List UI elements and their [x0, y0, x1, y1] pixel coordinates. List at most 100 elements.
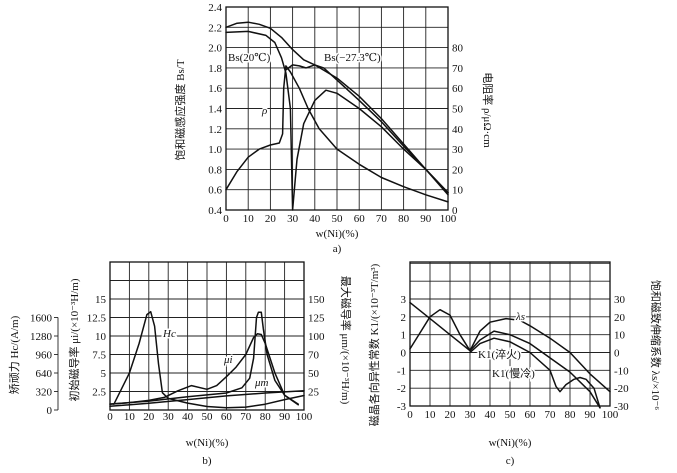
y-tick-label: 0.4	[208, 205, 222, 217]
y2-tick-label: 30	[452, 144, 464, 156]
x-tick-label: 90	[585, 409, 597, 421]
plot-frame	[109, 261, 305, 411]
chart-b-caption: b)	[202, 455, 212, 467]
chart-c-ylabel: 磁晶各向异性常数 K1/(×10⁻³T/m³)	[367, 263, 381, 426]
y-tick-label: -1	[397, 365, 406, 377]
y2-tick-label: 0	[452, 205, 458, 217]
label-bs-minus27c: Bs(−27.3℃)	[324, 52, 381, 64]
y2-tick-label: 20	[452, 164, 464, 176]
y3-tick-label: 1600	[30, 313, 53, 325]
series-line-λs	[409, 301, 611, 393]
y3-tick-label: 320	[36, 387, 53, 399]
y-tick-label: 2.5	[92, 387, 106, 399]
y-tick-label: 0	[401, 348, 407, 360]
x-tick-label: 40	[309, 213, 321, 225]
x-tick-label: 20	[265, 213, 277, 225]
chart-b-permeability-coercivity: 0 10 20 30 40 50 60 70 80 90 100 2.5 5 7.5 10 12.5 15 25 5…	[30, 261, 325, 423]
x-tick-label: 20	[143, 411, 155, 423]
y2-tick-label: 30	[614, 294, 626, 306]
label-bs-20c: Bs(20℃)	[228, 52, 271, 64]
series-line-Bs-20-	[225, 30, 449, 211]
series-line-μm	[109, 311, 299, 405]
series-line-ρ	[225, 65, 449, 203]
y3-tick-label: 640	[36, 368, 53, 380]
series-line-K1-	[409, 308, 601, 409]
y-tick-label: 12.5	[87, 313, 107, 325]
y-tick-label: 2.4	[208, 2, 222, 14]
y2-tick-label: 70	[308, 350, 320, 362]
x-tick-label: 80	[260, 411, 272, 423]
series-line-Hc	[113, 310, 305, 409]
y2-tick-label: 40	[452, 124, 464, 136]
x-tick-label: 70	[376, 213, 388, 225]
x-tick-label: 50	[332, 213, 344, 225]
y2-tick-label: 70	[452, 63, 464, 75]
x-tick-label: 10	[124, 411, 136, 423]
y-tick-label: -3	[397, 401, 407, 413]
y2-tick-label: 80	[452, 43, 464, 55]
x-tick-label: 60	[221, 411, 233, 423]
x-tick-label: 50	[505, 409, 517, 421]
y2-tick-label: 10	[614, 330, 626, 342]
y-tick-label: 1	[401, 330, 407, 342]
y-tick-label: 1.6	[208, 83, 222, 95]
x-tick-label: 0	[107, 411, 113, 423]
chart-a-y2label: 电阻率 ρ/μΩ·cm	[481, 72, 495, 148]
x-tick-label: 60	[354, 213, 366, 225]
y-tick-label: 1.4	[208, 104, 222, 116]
x-tick-label: 30	[287, 213, 299, 225]
y-tick-label: 1.2	[208, 124, 222, 136]
y2-tick-label: 50	[452, 104, 464, 116]
y2-tick-label: 150	[308, 294, 325, 306]
y-tick-label: 1.0	[208, 144, 222, 156]
y2-tick-label: 20	[614, 312, 626, 324]
y3-tick-label: 0	[47, 405, 53, 417]
y-tick-label: 1.8	[208, 63, 222, 75]
chart-a-ylabel: 饱和磁感应强度 Bs/T	[173, 59, 187, 160]
y2-tick-label: 10	[452, 185, 464, 197]
chart-b-ylabel: 初始磁导率 μi/(×10⁻³H/m)	[67, 278, 81, 401]
chart-a-caption: a)	[333, 243, 342, 255]
series-line-Bs-27-3-	[225, 21, 449, 196]
chart-c-anisotropy-magnetostriction: 0 10 20 30 40 50 60 70 80 90 100-3-2-10123-30-20-1…	[397, 261, 629, 421]
x-tick-label: 70	[240, 411, 252, 423]
y2-tick-label: 100	[308, 331, 325, 343]
chart-a-bs-resistivity: 0 10 20 30 40 50 60 70 80 90 1000.40.60.81.01.21.4…	[208, 2, 463, 225]
plot-frame	[225, 6, 449, 211]
y3-tick-label: 1280	[30, 331, 53, 343]
x-tick-label: 100	[602, 409, 619, 421]
chart-b-y3label: 矫顽力 Hc/(A/m)	[8, 315, 21, 394]
x-tick-label: 90	[279, 411, 291, 423]
label-mu-i: μi	[223, 354, 233, 366]
chart-b-y2label: 最大磁导率 μm/(×10⁻³H/m)	[339, 276, 353, 405]
y3-tick-label: 960	[36, 350, 53, 362]
chart-c-xlabel: w(Ni)(%)	[489, 437, 532, 449]
x-tick-label: 60	[525, 409, 537, 421]
y2-tick-label: -10	[614, 365, 629, 377]
label-mu-m: μm	[254, 377, 269, 389]
x-tick-label: 0	[223, 213, 229, 225]
y-tick-label: 2.0	[208, 43, 222, 55]
y-tick-label: 3	[401, 294, 407, 306]
y-tick-label: -2	[397, 383, 406, 395]
y2-tick-label: -30	[614, 401, 629, 413]
chart-c-y2label: 饱和磁致伸缩系数 λs/×10⁻⁶	[649, 280, 663, 410]
x-tick-label: 0	[407, 409, 413, 421]
x-tick-label: 80	[565, 409, 577, 421]
series-line-Bs-27-3-low-Ni-branch	[285, 64, 449, 194]
label-k1-slow-cooled: K1(慢冷)	[492, 367, 535, 380]
chart-c-caption: c)	[506, 455, 515, 467]
y-tick-label: 2	[401, 312, 407, 324]
x-tick-label: 100	[296, 411, 313, 423]
x-tick-label: 100	[440, 213, 457, 225]
y-tick-label: 5	[101, 368, 107, 380]
label-hc: Hc	[162, 328, 176, 340]
y-tick-label: 2.2	[208, 22, 222, 34]
series-line-baseline	[109, 390, 305, 408]
plot-frame	[409, 261, 611, 407]
chart-a-xlabel: w(Ni)(%)	[316, 228, 359, 240]
x-tick-label: 70	[545, 409, 557, 421]
y2-tick-label: -20	[614, 383, 629, 395]
label-lambda-s: λs	[515, 311, 525, 323]
